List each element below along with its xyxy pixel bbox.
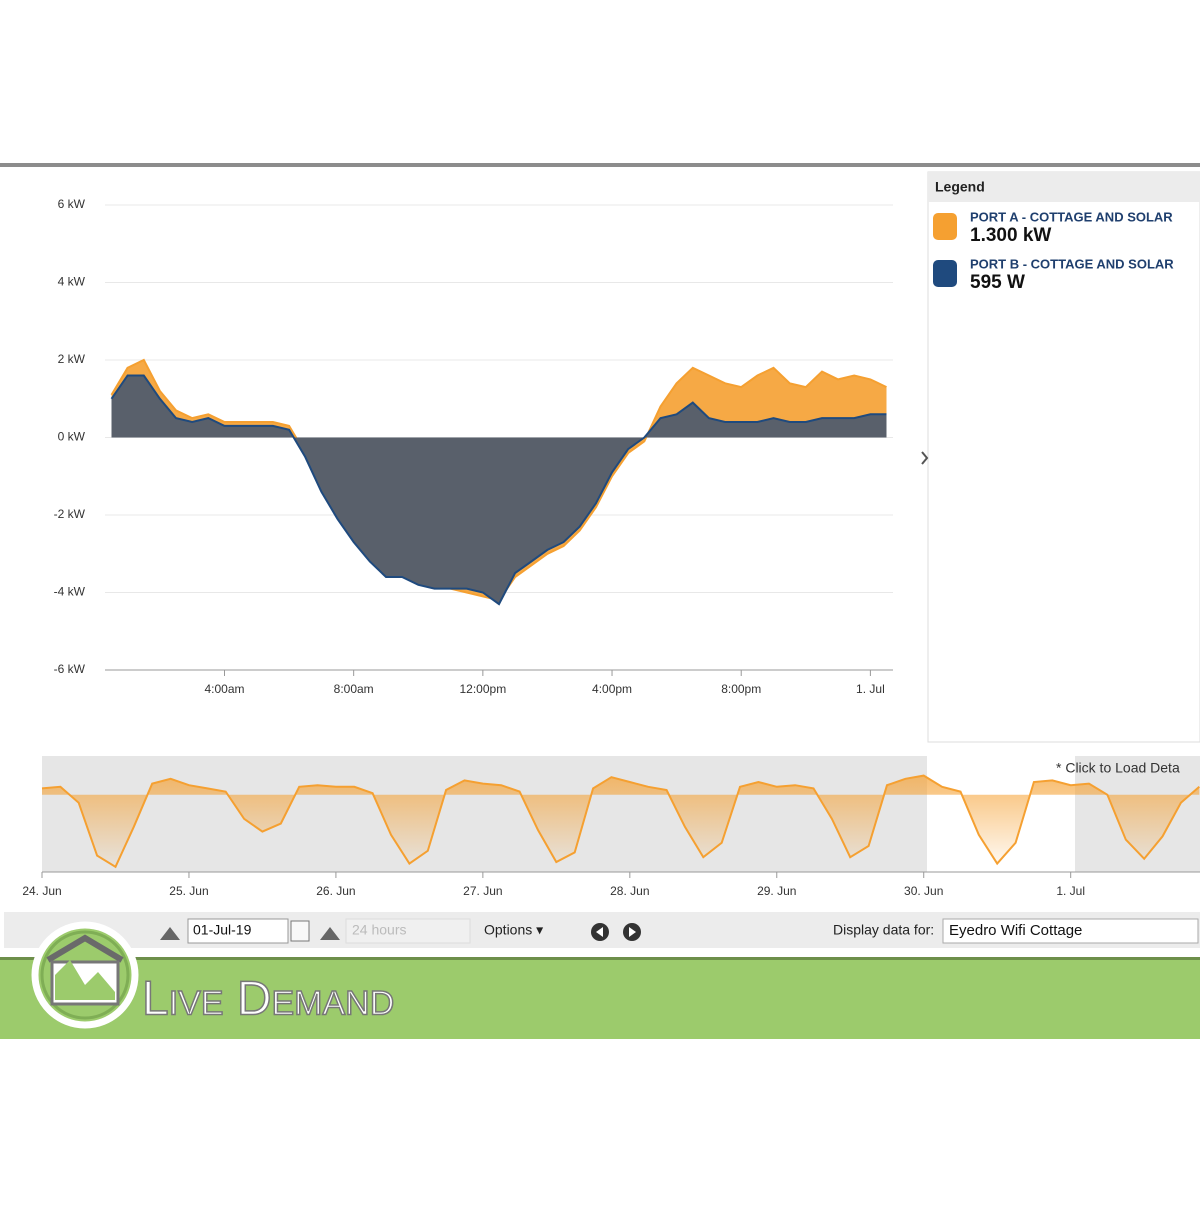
device-value: Eyedro Wifi Cottage <box>949 922 1082 939</box>
collapse-handle[interactable] <box>921 451 929 465</box>
legend-title: Legend <box>935 179 985 195</box>
area-line <box>110 374 887 606</box>
x-tick-label: 8:00pm <box>721 682 761 696</box>
area-line <box>41 774 1200 869</box>
logo-roof <box>46 934 124 963</box>
legend-name: PORT B - COTTAGE AND SOLAR <box>970 256 1174 271</box>
legend-current: 595 W <box>970 272 1025 293</box>
x-tick-label: 1. Jul <box>856 682 885 696</box>
x-tick-label: 25. Jun <box>169 884 208 898</box>
calendar-button[interactable] <box>290 920 310 942</box>
navigator-chart: 24. Jun 25. Jun 26. Jun 27. Jun 28. Jun 29. J… <box>22 774 1200 898</box>
previous-arrow <box>596 927 603 937</box>
range-icon[interactable] <box>320 927 340 940</box>
y-tick-label: -4 kW <box>54 585 86 599</box>
main-chart: -6 kW -4 kW -2 kW 0 kW 2 kW 4 kW 6 kW 4:00am 8:0… <box>54 197 893 696</box>
x-tick-label: 1. Jul <box>1056 884 1085 898</box>
device-select[interactable] <box>942 918 1199 944</box>
y-tick-label: 4 kW <box>58 275 86 289</box>
x-tick-label: 30. Jun <box>904 884 943 898</box>
x-tick-label: 29. Jun <box>757 884 796 898</box>
x-tick-label: 4:00am <box>204 682 244 696</box>
y-tick-label: 6 kW <box>58 197 86 211</box>
legend-current: 1.300 kW <box>970 225 1051 246</box>
legend-header <box>928 172 1200 202</box>
x-tick-label: 27. Jun <box>463 884 502 898</box>
x-tick-label: 26. Jun <box>316 884 355 898</box>
legend-swatch <box>933 260 957 287</box>
date-picker-icon[interactable] <box>160 927 180 940</box>
area-fill <box>111 375 887 605</box>
x-tick-label: 24. Jun <box>22 884 61 898</box>
y-tick-label: -2 kW <box>54 507 86 521</box>
banner <box>0 957 1200 1039</box>
display-label: Display data for: <box>833 922 934 938</box>
y-tick-label: 0 kW <box>58 430 86 444</box>
options-menu[interactable]: Options ▾ <box>484 922 543 938</box>
logo-graph <box>55 960 115 1000</box>
x-tick-label: 4:00pm <box>592 682 632 696</box>
legend-panel <box>927 171 1200 743</box>
top-rule <box>0 163 1200 167</box>
x-tick-label: 12:00pm <box>460 682 507 696</box>
navigator-note[interactable]: * Click to Load Deta <box>1056 760 1180 776</box>
y-tick-label: 2 kW <box>58 352 86 366</box>
range-value: 24 hours <box>352 922 406 938</box>
date-value: 01-Jul-19 <box>193 922 252 938</box>
date-input[interactable] <box>187 918 289 944</box>
banner-rule <box>0 957 1200 960</box>
legend-swatch <box>933 213 957 240</box>
logo-inner-ring <box>40 930 130 1020</box>
x-tick-label: 28. Jun <box>610 884 649 898</box>
next-arrow <box>629 927 636 937</box>
legend-name: PORT A - COTTAGE AND SOLAR <box>970 209 1173 224</box>
y-tick-label: -6 kW <box>54 662 86 676</box>
banner-title: Live Demand <box>142 973 394 1026</box>
x-tick-label: 8:00am <box>334 682 374 696</box>
range-select[interactable] <box>345 918 471 944</box>
